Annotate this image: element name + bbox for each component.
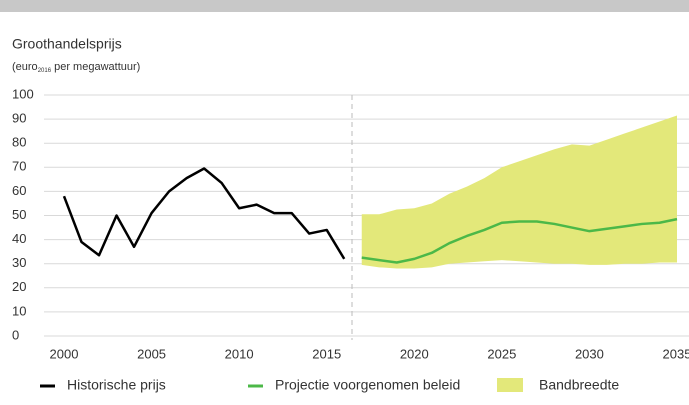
chart-subtitle: (euro2016 per megawattuur) [12, 61, 140, 74]
x-tick-label: 2020 [400, 346, 429, 361]
x-tick-label: 2015 [312, 346, 341, 361]
y-tick-label: 40 [12, 231, 26, 246]
subtitle-part: per megawattuur) [51, 61, 140, 73]
x-tick-label: 2000 [50, 346, 79, 361]
y-tick-label: 50 [12, 207, 26, 222]
plot-area [44, 94, 689, 337]
y-tick-label: 70 [12, 159, 26, 174]
y-tick-label: 20 [12, 279, 26, 294]
y-tick-label: 80 [12, 135, 26, 150]
top-bar [0, 0, 689, 12]
x-tick-label: 2030 [575, 346, 604, 361]
legend-label: Projectie voorgenomen beleid [275, 377, 460, 393]
x-tick-label: 2010 [225, 346, 254, 361]
legend-label: Historische prijs [67, 377, 166, 393]
chart-title: Groothandelsprijs [12, 36, 122, 52]
subtitle-subscript: 2016 [38, 68, 52, 74]
y-tick-label: 60 [12, 183, 26, 198]
y-tick-label: 0 [12, 327, 19, 342]
x-tick-label: 2005 [137, 346, 166, 361]
y-tick-label: 30 [12, 255, 26, 270]
series-line [361, 217, 678, 264]
y-tick-label: 90 [12, 111, 26, 126]
band-area [361, 115, 677, 269]
y-tick-label: 100 [12, 86, 34, 101]
series-line [62, 167, 346, 260]
subtitle-part: (euro [12, 61, 38, 73]
x-tick-label: 2035 [663, 346, 689, 361]
y-tick-label: 10 [12, 303, 26, 318]
x-tick-label: 2025 [487, 346, 516, 361]
legend-label: Bandbreedte [539, 377, 619, 393]
legend-swatch [497, 378, 523, 392]
